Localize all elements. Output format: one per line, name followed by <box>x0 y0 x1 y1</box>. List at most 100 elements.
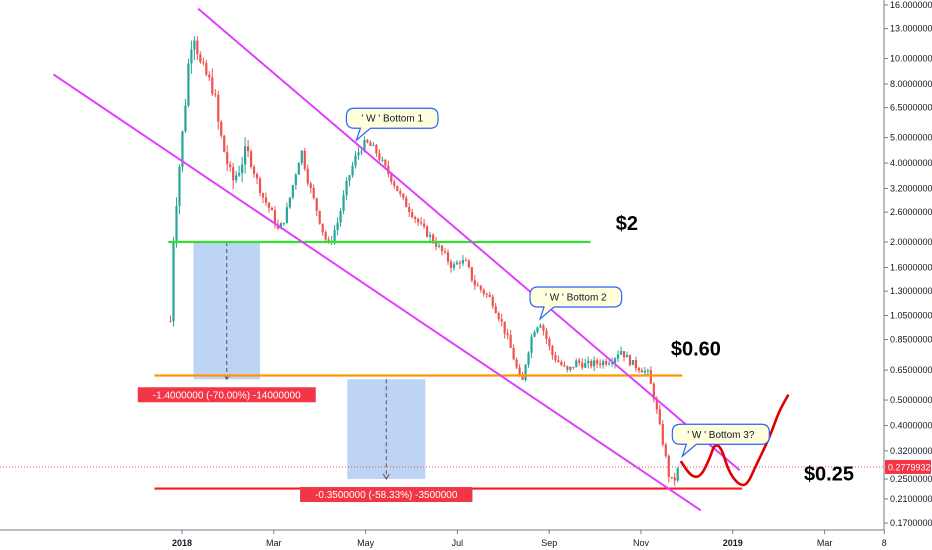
callout-text: ' W ' Bottom 3? <box>687 430 755 441</box>
candle-body <box>464 260 467 262</box>
candle-body <box>378 153 381 160</box>
candle-body <box>220 121 223 136</box>
y-tick-label: 5.0000000 <box>890 133 932 143</box>
candle-body <box>309 183 312 189</box>
y-tick-label: 1.6000000 <box>890 262 932 272</box>
channel-lower-line <box>52 73 702 512</box>
candle-body <box>238 173 241 176</box>
support-levels <box>0 240 884 490</box>
candle-body <box>279 223 283 229</box>
candle-body <box>590 360 593 367</box>
y-tick-label: 8.0000000 <box>890 79 932 89</box>
candle-body <box>512 347 515 360</box>
candle-body <box>402 193 405 198</box>
forecast-line <box>680 394 790 487</box>
candle-body <box>572 366 575 368</box>
measure-arrowhead <box>382 473 390 481</box>
candle-body <box>503 321 506 334</box>
y-tick-label: 1.0500000 <box>890 310 932 320</box>
candle-body <box>172 241 175 322</box>
candle-body <box>488 294 491 297</box>
y-tick-label: 0.6500000 <box>890 365 932 375</box>
candle-body <box>658 409 661 424</box>
candle-body <box>449 261 453 268</box>
candle-body <box>640 370 644 373</box>
candle-body <box>252 166 256 174</box>
candle-body <box>405 197 408 208</box>
candle-body <box>566 366 569 370</box>
candle-body <box>267 202 271 208</box>
y-tick-label: 6.5000000 <box>890 103 932 113</box>
candle-body <box>414 216 417 219</box>
candle-body <box>217 94 220 122</box>
candle-body <box>539 325 542 328</box>
candle-body <box>491 296 494 307</box>
candle-body <box>175 205 178 242</box>
candle-body <box>399 191 402 194</box>
x-tick-label: 2018 <box>172 538 192 548</box>
annotation-level-2: $2 <box>616 213 638 235</box>
y-tick-label: 13.0000000 <box>890 24 932 34</box>
annotation-labels: -1.4000000 (-70.00%) -14000000 -0.3500000… <box>137 107 931 503</box>
candle-body <box>345 180 348 196</box>
y-tick-label: 4.0000000 <box>890 158 932 168</box>
candle-body <box>643 370 647 373</box>
candle-body <box>548 338 551 347</box>
candle-body <box>321 223 324 233</box>
candle-body <box>458 262 462 264</box>
candle-body <box>423 223 426 227</box>
candle-body <box>360 151 363 153</box>
candle-body <box>527 352 530 365</box>
measure-label: -1.4000000 (-70.00%) -14000000 <box>153 390 301 401</box>
y-tick-label: 2.0000000 <box>890 237 932 247</box>
channel-upper-line <box>197 7 741 472</box>
candle-body <box>536 327 539 332</box>
candle-body <box>255 173 259 179</box>
candle-body <box>324 232 327 240</box>
candle-body <box>461 260 465 264</box>
candle-body <box>557 360 560 362</box>
candle-body <box>554 355 557 361</box>
candle-body <box>336 222 339 231</box>
candle-body <box>339 210 342 223</box>
candle-body <box>205 63 208 75</box>
y-tick-label: 3.2000000 <box>890 183 932 193</box>
candle-body <box>655 399 658 410</box>
candle-body <box>202 61 205 64</box>
candle-body <box>637 368 641 371</box>
candle-body <box>273 210 277 225</box>
candle-body <box>244 146 247 165</box>
candle-body <box>542 325 545 331</box>
candle-body <box>500 319 503 322</box>
candle-body <box>581 362 584 368</box>
measure-label: -0.3500000 (-58.33%) -3500000 <box>315 490 458 501</box>
candle-body <box>235 175 238 181</box>
candle-body <box>327 239 330 242</box>
candle-body <box>646 370 649 372</box>
candle-body <box>417 218 420 223</box>
candle-body <box>551 346 554 356</box>
y-tick-label: 0.4000000 <box>890 420 932 430</box>
candle-body <box>291 185 294 198</box>
y-tick-label: 10.0000000 <box>890 54 932 64</box>
candle-body <box>318 210 321 224</box>
candle-body <box>616 354 620 359</box>
y-tick-label: 0.2100000 <box>890 494 932 504</box>
candle-body <box>593 360 596 367</box>
candle-body <box>530 336 533 353</box>
candle-body <box>178 166 181 206</box>
x-tick-label: 2019 <box>723 538 743 548</box>
candle-body <box>187 63 190 106</box>
candle-body <box>476 285 479 287</box>
candle-body <box>208 74 211 78</box>
candle-body <box>664 444 667 456</box>
x-tick-label: Jul <box>452 538 464 548</box>
candle-body <box>393 181 396 186</box>
candle-body <box>285 207 288 223</box>
candle-body <box>249 151 253 167</box>
measure-box <box>193 242 261 380</box>
candle-body <box>390 173 393 182</box>
candle-body <box>351 165 354 176</box>
candle-body <box>381 159 384 161</box>
